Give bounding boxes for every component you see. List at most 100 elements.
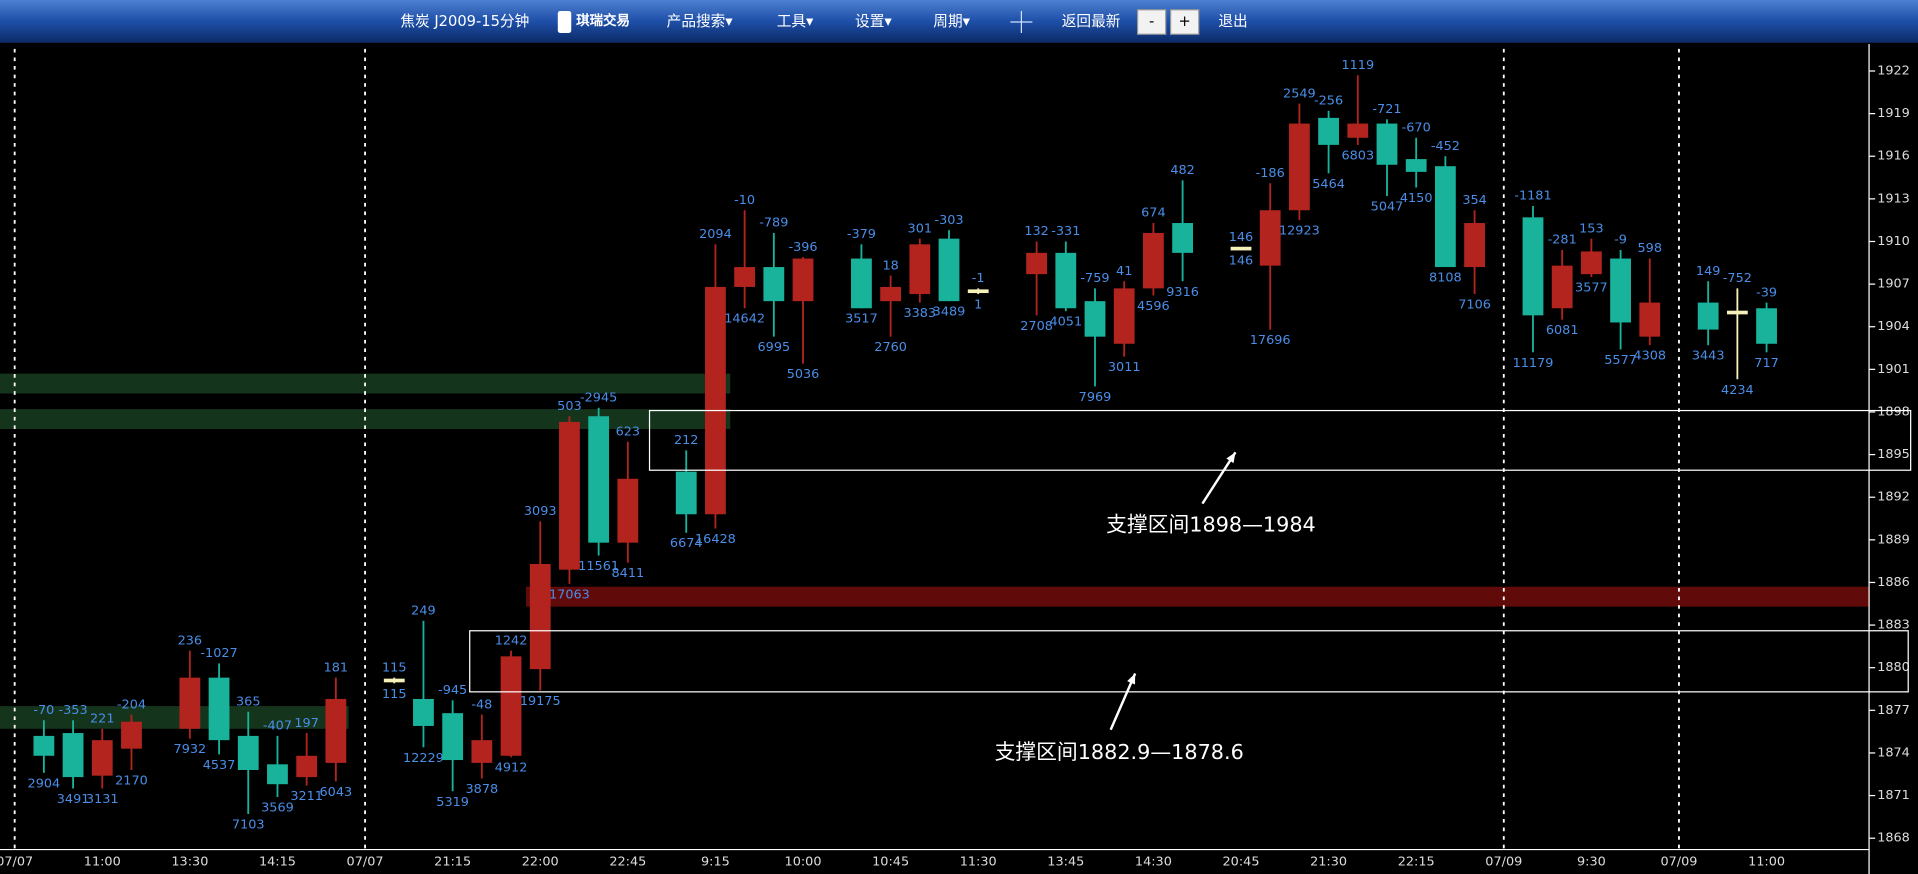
y-tick-label: 1910 (1877, 234, 1910, 249)
menu[interactable]: 周期▾ (933, 13, 970, 30)
delta-label: 503 (557, 399, 582, 414)
volume-label: 5036 (787, 367, 820, 382)
annotation-arrow (1109, 673, 1137, 731)
candle-body (413, 698, 434, 726)
delta-label: 2549 (1283, 86, 1316, 101)
candle-body (763, 267, 785, 302)
candle-body (1580, 251, 1602, 275)
candle-body (1084, 301, 1106, 337)
volume-label: 5577 (1604, 353, 1637, 368)
x-tick-label: 10:00 (785, 854, 822, 869)
x-tick-label: 20:45 (1223, 854, 1260, 869)
annotation-arrow (1201, 451, 1237, 505)
crosshair-icon[interactable] (1010, 11, 1033, 34)
zoom-in-label: + (1179, 13, 1191, 30)
delta-label: 41 (1116, 264, 1132, 279)
volume-label: 11179 (1513, 356, 1554, 371)
candle-body (1172, 223, 1194, 253)
delta-label: 1119 (1341, 58, 1374, 73)
delta-label: 153 (1579, 221, 1604, 236)
y-tick-label: 1907 (1877, 277, 1910, 292)
menu[interactable]: 设置▾ (855, 13, 892, 30)
candle-body (1464, 223, 1485, 268)
candle-body (383, 678, 405, 683)
delta-label: 354 (1462, 193, 1487, 208)
candle-body (208, 677, 230, 741)
y-tick-label: 1898 (1877, 404, 1910, 419)
delta-label: 301 (908, 221, 933, 236)
x-tick-label: 07/07 (347, 854, 384, 869)
candle-body (1113, 288, 1135, 344)
delta-label: -331 (1051, 224, 1080, 239)
volume-label: 19175 (520, 694, 561, 709)
volume-label: 6043 (320, 785, 353, 800)
delta-label: -2945 (580, 390, 617, 405)
delta-label: -353 (59, 703, 88, 718)
x-tick-label: 22:15 (1398, 854, 1435, 869)
volume-label: 6081 (1546, 323, 1579, 338)
delta-label: -10 (734, 193, 755, 208)
delta-label: -1 (972, 271, 985, 286)
latest-button[interactable]: 返回最新 (1062, 13, 1121, 30)
y-tick-label: 1895 (1877, 447, 1910, 462)
volume-label: 4596 (1137, 299, 1170, 314)
x-tick-label: 07/07 (0, 854, 33, 869)
annotation: 支撑区间1898—1984 (1106, 513, 1316, 537)
candle-body (1230, 246, 1252, 251)
candle-body (1610, 258, 1631, 323)
delta-label: -452 (1431, 139, 1460, 154)
volume-label: 2708 (1020, 319, 1053, 334)
candle-body (967, 289, 989, 294)
delta-label: -1181 (1514, 189, 1551, 204)
delta-label: 623 (616, 425, 641, 440)
y-tick-label: 1913 (1877, 191, 1910, 206)
candle-body (559, 421, 580, 570)
y-tick-label: 1871 (1877, 788, 1910, 803)
candle-body (471, 740, 493, 763)
candle-body (1405, 159, 1427, 172)
delta-label: 197 (294, 716, 319, 731)
volume-label: 17063 (549, 587, 590, 602)
x-tick-label: 11:30 (960, 854, 997, 869)
y-tick-label: 1883 (1877, 618, 1910, 633)
zoom-in-button[interactable] (1170, 9, 1200, 35)
delta-label: 1242 (495, 633, 528, 648)
candle-body (237, 735, 259, 770)
delta-label: 221 (90, 712, 115, 727)
delta-label: 598 (1638, 241, 1663, 256)
x-tick-label: 07/09 (1485, 854, 1522, 869)
menu[interactable]: 工具▾ (777, 13, 814, 30)
volume-label: 2904 (28, 776, 61, 791)
candle-body (267, 764, 288, 785)
delta-label: -204 (117, 697, 146, 712)
volume-label: 7103 (232, 818, 265, 833)
volume-label: 9316 (1166, 285, 1199, 300)
candle-body (1143, 232, 1164, 289)
zoom-out-button[interactable] (1136, 9, 1167, 35)
volume-label: 3489 (933, 305, 966, 320)
y-tick-label: 1886 (1877, 575, 1910, 590)
candle-body (617, 478, 639, 543)
logo-icon (557, 11, 572, 34)
candle-body (1376, 123, 1398, 165)
exit-button[interactable]: 退出 (1218, 13, 1247, 30)
arrow-head (1127, 673, 1136, 685)
x-tick-label: 11:00 (84, 854, 121, 869)
volume-label: 16428 (695, 532, 736, 547)
candle-body (1756, 308, 1777, 344)
volume-label: 3491 (57, 792, 90, 807)
candle-body (91, 740, 113, 776)
toolbar (0, 0, 1918, 43)
instrument-title: 焦炭 J2009-15分钟 (400, 13, 529, 30)
delta-label: -721 (1372, 102, 1401, 117)
volume-label: 4234 (1721, 383, 1754, 398)
annotation: 支撑区间1882.9—1878.6 (995, 740, 1244, 764)
volume-label: 3011 (1108, 360, 1141, 375)
delta-label: -256 (1314, 94, 1343, 109)
volume-label: 4308 (1633, 349, 1666, 364)
menu[interactable]: 产品搜索▾ (667, 13, 734, 30)
volume-label: 3383 (903, 306, 936, 321)
x-tick-label: 22:45 (609, 854, 646, 869)
volume-label: 17696 (1250, 333, 1291, 348)
